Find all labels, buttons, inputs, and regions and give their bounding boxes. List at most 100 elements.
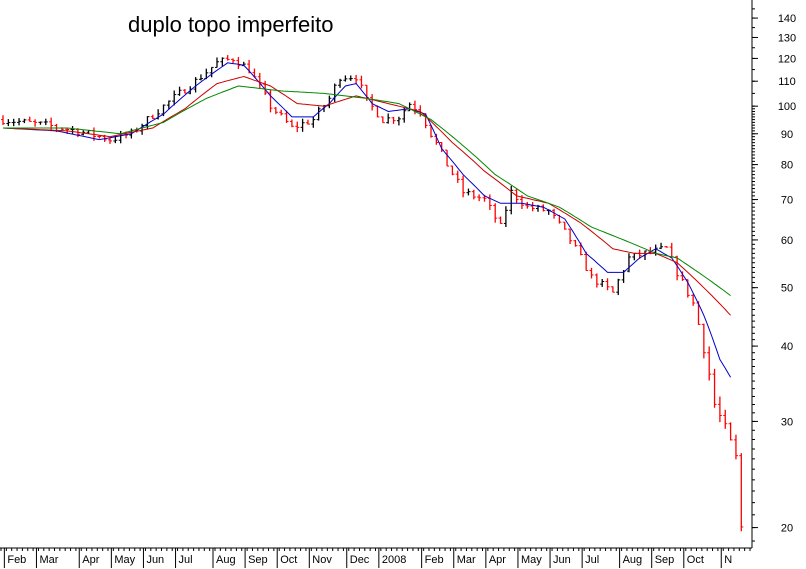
x-tick: Apr [485, 548, 506, 568]
y-tick-label: 50 [781, 283, 793, 295]
y-tick-label: 80 [781, 160, 793, 172]
y-tick-label: 40 [781, 341, 793, 353]
price-bar [680, 271, 685, 281]
price-bar [541, 204, 546, 212]
x-tick: Jun [549, 548, 571, 568]
price-bar [182, 89, 187, 94]
price-bar [589, 267, 594, 279]
price-bar [1, 115, 5, 125]
x-tick: Apr [78, 548, 100, 568]
x-tick: Feb [3, 548, 26, 568]
price-bar [728, 422, 733, 441]
x-tick: Jul [175, 548, 193, 568]
price-bar [616, 278, 621, 296]
price-bar [70, 126, 75, 134]
x-tick-label: Feb [7, 554, 26, 566]
x-tick: Mar [35, 548, 59, 568]
price-bar [525, 201, 530, 209]
price-bar [733, 434, 738, 460]
price-bar [289, 119, 294, 128]
chart-title: duplo topo imperfeito [128, 12, 333, 37]
x-tick: Nov [308, 548, 332, 568]
x-tick-label: Sep [655, 554, 675, 566]
x-axis: Feb Mar Apr May Jun Jul Aug Sep Oct Nov Dec 2008 Feb… [0, 547, 752, 568]
price-bar [493, 203, 498, 223]
price-bar [701, 323, 706, 359]
y-tick: 80 [752, 160, 793, 172]
price-bar [231, 58, 236, 64]
price-bar [450, 165, 455, 176]
price-bar [354, 74, 359, 84]
price-bar [391, 116, 396, 124]
price-bars [1, 55, 744, 532]
price-bar [584, 251, 589, 272]
y-tick: 110 [752, 76, 796, 88]
price-bar [445, 149, 450, 167]
x-tick: Mar [453, 548, 476, 568]
y-tick: 40 [752, 341, 793, 353]
x-tick: 2008 [378, 548, 406, 568]
y-tick: 20 [752, 523, 793, 535]
y-tick-label: 130 [778, 32, 796, 44]
price-bar [198, 74, 203, 81]
y-tick: 50 [752, 283, 793, 295]
x-tick-label: Apr [489, 554, 506, 566]
price-bar [338, 78, 343, 88]
price-bar [659, 242, 664, 250]
x-tick-label: Feb [425, 554, 444, 566]
price-bar [712, 368, 717, 408]
y-tick-label: 20 [781, 523, 793, 535]
x-tick-label: Sep [248, 554, 268, 566]
price-bar [530, 202, 535, 212]
price-bar [386, 113, 391, 124]
price-bar [477, 194, 482, 202]
x-tick-label: Mar [457, 554, 476, 566]
y-tick-label: 90 [781, 129, 793, 141]
price-bar [568, 228, 573, 245]
x-tick: Jul [581, 548, 599, 568]
x-tick: Sep [651, 548, 675, 568]
price-bar [552, 208, 557, 219]
price-bar [610, 286, 615, 293]
price-bar [429, 124, 433, 138]
price-bar [215, 57, 219, 68]
y-tick: 100 [752, 101, 796, 113]
price-bar [22, 118, 27, 124]
y-tick-label: 70 [781, 195, 793, 207]
y-tick-label: 60 [781, 235, 793, 247]
y-tick: 70 [752, 195, 793, 207]
price-bar [43, 118, 48, 126]
x-tick-label: Mar [39, 554, 58, 566]
price-bar [573, 239, 578, 247]
price-bar [509, 185, 514, 215]
price-bar [707, 346, 712, 381]
price-bar [279, 109, 284, 116]
price-bar [717, 396, 722, 423]
x-tick-label: Aug [623, 554, 643, 566]
price-bar [305, 119, 310, 125]
price-bar [723, 409, 728, 429]
price-bar [284, 110, 289, 123]
y-tick-label: 110 [778, 76, 796, 88]
price-bar [177, 86, 182, 96]
x-tick: Oct [276, 548, 297, 568]
price-bar [471, 189, 476, 200]
y-tick: 120 [752, 53, 796, 65]
x-tick-label: Oct [280, 554, 297, 566]
y-axis: 20 30 40 50 60 70 80 90 100 110 120 130 140 [751, 0, 796, 548]
price-bar [466, 188, 471, 196]
y-tick: 130 [752, 32, 796, 44]
price-bar [348, 75, 353, 81]
price-bar [38, 121, 43, 125]
price-bar [220, 57, 225, 67]
x-tick: May [110, 548, 136, 568]
price-bar [632, 252, 637, 261]
price-bar [118, 130, 123, 144]
moving-average-line-ma_short [2, 62, 732, 378]
price-bar [145, 116, 150, 130]
price-bar [311, 117, 316, 128]
moving-average-line-ma_medium [2, 75, 731, 316]
price-bar [172, 90, 177, 106]
price-bar [33, 119, 38, 127]
price-bar [316, 106, 321, 121]
